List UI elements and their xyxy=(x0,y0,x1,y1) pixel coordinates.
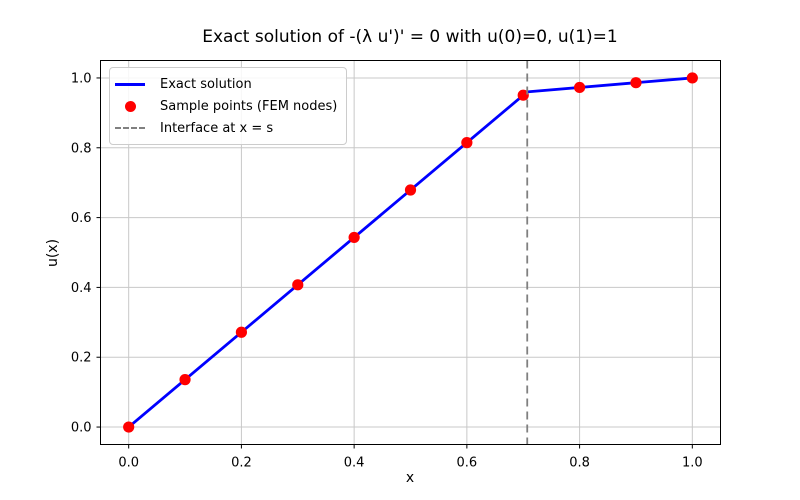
legend-label: Sample points (FEM nodes) xyxy=(160,98,338,114)
x-tick-label: 0.4 xyxy=(344,456,365,471)
sample-point xyxy=(686,72,698,84)
sample-point xyxy=(461,137,473,149)
legend-swatch-container xyxy=(115,82,145,86)
tick-layer: 0.0 0.2 0.4 0.6 0.8 1.0 0.0 0.2 0.4 0.6 0.8 1.0 xyxy=(71,71,703,470)
legend-swatch-container xyxy=(115,127,145,129)
x-tick-label: 0.2 xyxy=(231,456,252,471)
sample-point xyxy=(573,81,586,94)
x-tick-label: 0.6 xyxy=(457,456,478,471)
sample-point xyxy=(630,77,642,89)
y-tick-label: 1.0 xyxy=(71,71,92,86)
x-tick-label: 0.0 xyxy=(118,456,139,471)
sample-point xyxy=(292,279,304,291)
y-tick-label: 0.6 xyxy=(71,211,92,226)
legend-item-interface: Interface at x = s xyxy=(110,117,346,139)
legend-item-sample-points: Sample points (FEM nodes) xyxy=(110,95,346,117)
sample-point xyxy=(235,326,248,338)
y-tick-label: 0.0 xyxy=(71,421,92,436)
axes-border xyxy=(100,60,721,445)
line-swatch-icon xyxy=(115,82,145,86)
x-tick-label: 0.8 xyxy=(569,456,590,471)
legend-swatch-container xyxy=(115,100,145,112)
y-tick-label: 0.4 xyxy=(71,281,92,296)
y-tick-label: 0.2 xyxy=(71,351,92,366)
x-tick-label: 1.0 xyxy=(682,456,703,471)
legend-label: Interface at x = s xyxy=(160,120,274,136)
sample-point xyxy=(123,421,135,433)
y-axis-label: u(x) xyxy=(45,238,61,268)
legend-label: Exact solution xyxy=(160,76,252,92)
axes-frame xyxy=(100,60,721,445)
legend: Exact solution Sample points (FEM nodes)… xyxy=(109,67,347,145)
legend-item-exact-solution: Exact solution xyxy=(110,73,346,95)
y-tick-label: 0.8 xyxy=(71,141,92,156)
dashed-line-swatch-icon xyxy=(115,127,145,129)
sample-point xyxy=(404,184,417,196)
x-axis-label: x xyxy=(405,470,415,486)
chart-title: Exact solution of -(λ u')' = 0 with u(0)… xyxy=(202,27,618,47)
sample-point xyxy=(179,374,191,386)
dot-marker-icon xyxy=(124,100,136,112)
sample-point xyxy=(348,231,360,244)
sample-point xyxy=(517,89,529,101)
series-layer xyxy=(123,60,698,445)
